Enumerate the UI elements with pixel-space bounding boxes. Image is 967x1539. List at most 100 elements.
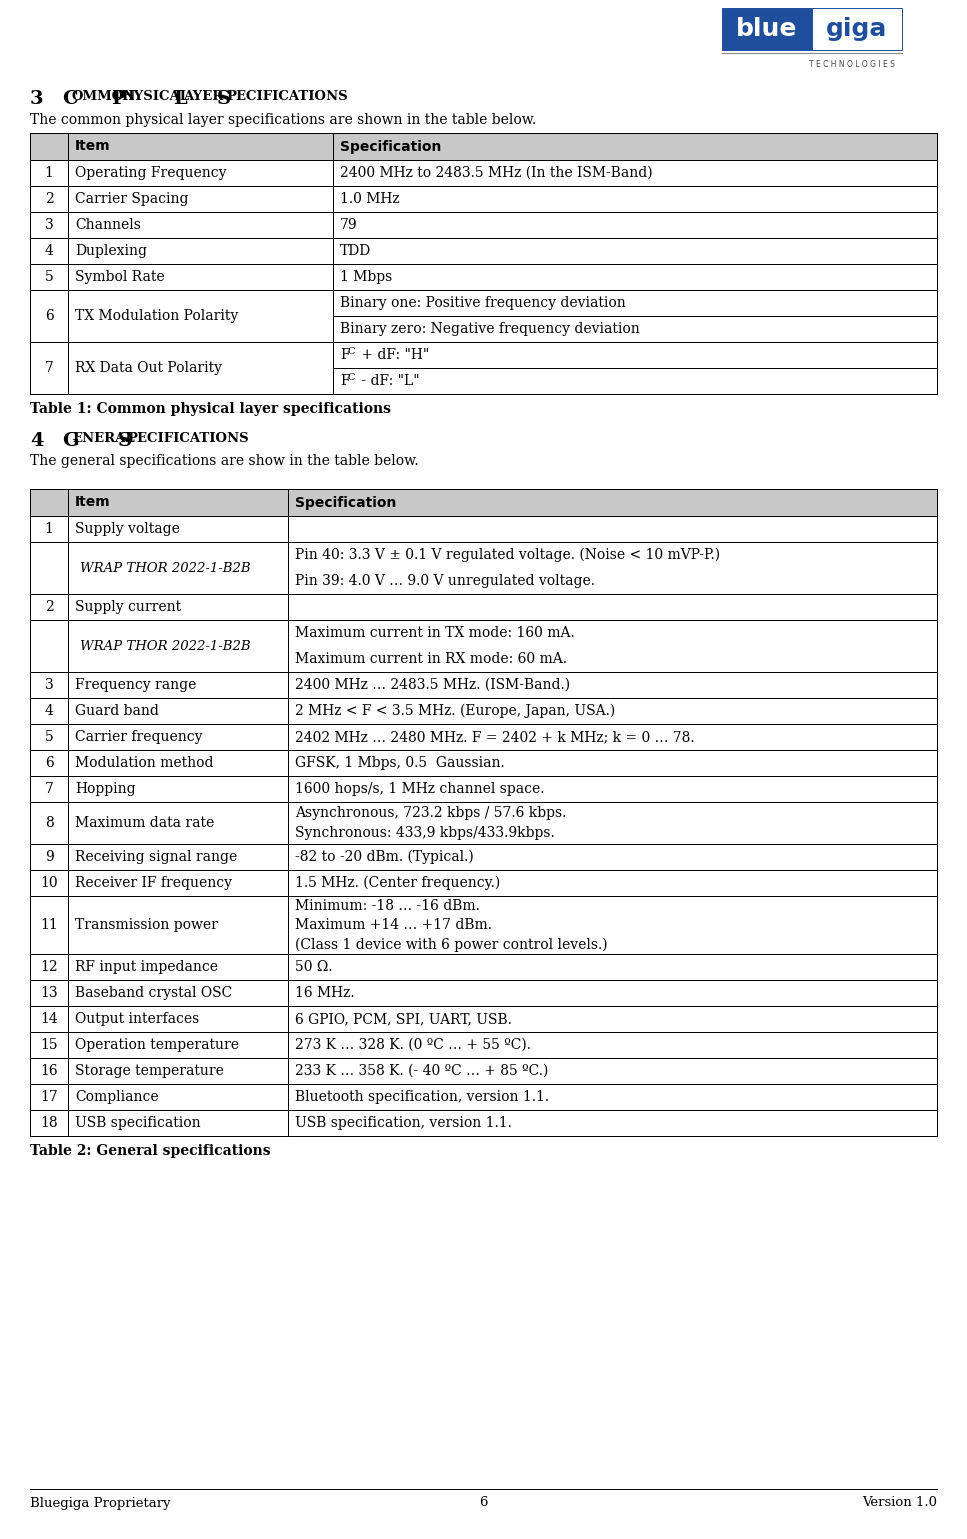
Bar [288,542,937,594]
Text: 50 Ω.: 50 Ω. [295,960,333,974]
Text: P: P [111,89,126,108]
Text: Maximum current in TX mode: 160 mA.: Maximum current in TX mode: 160 mA. [295,626,574,640]
Bar [288,870,937,896]
Text: + dF: "H": + dF: "H" [357,348,429,362]
Text: PECIFICATIONS: PECIFICATIONS [128,432,249,445]
Text: C: C [348,348,356,357]
Text: S: S [217,89,231,108]
Bar [68,342,333,394]
Bar [30,749,68,776]
Text: 18: 18 [41,1116,58,1130]
Text: Supply current: Supply current [75,600,181,614]
Bar [30,289,937,342]
Text: 2: 2 [44,600,53,614]
Text: 17: 17 [40,1090,58,1103]
Text: 1: 1 [44,522,53,536]
Text: OMMON: OMMON [72,89,136,103]
Text: Specification: Specification [295,496,396,509]
Bar [30,1110,937,1136]
Text: Duplexing: Duplexing [75,245,147,259]
Bar [30,954,937,980]
Bar [68,1110,288,1136]
Bar [30,1033,937,1057]
Text: 12: 12 [41,960,58,974]
Text: 6: 6 [44,309,53,323]
Bar [68,186,333,212]
Text: RF input impedance: RF input impedance [75,960,218,974]
Bar [68,516,288,542]
Bar [30,843,68,870]
Text: 10: 10 [41,876,58,890]
Bar [68,594,288,620]
Bar [288,802,937,843]
Bar [288,1007,937,1033]
Text: C: C [348,374,356,383]
Bar [68,980,288,1007]
Text: WRAP THOR 2022-1-B2B: WRAP THOR 2022-1-B2B [80,640,250,653]
Text: TX Modulation Polarity: TX Modulation Polarity [75,309,238,323]
Bar [30,870,68,896]
Text: Hopping: Hopping [75,782,135,796]
Bar [30,186,937,212]
Bar [30,749,937,776]
Bar [333,186,937,212]
Text: Receiving signal range: Receiving signal range [75,850,237,863]
Bar [30,1007,68,1033]
Bar [30,1083,68,1110]
Text: Output interfaces: Output interfaces [75,1013,199,1027]
Text: Carrier frequency: Carrier frequency [75,729,202,743]
Bar [30,1007,937,1033]
Bar [30,699,68,723]
Text: USB specification: USB specification [75,1116,200,1130]
Text: (Class 1 device with 6 power control levels.): (Class 1 device with 6 power control lev… [295,937,607,951]
Text: Pin 39: 4.0 V … 9.0 V unregulated voltage.: Pin 39: 4.0 V … 9.0 V unregulated voltag… [295,574,595,588]
Text: 79: 79 [340,219,358,232]
Text: Operation temperature: Operation temperature [75,1037,239,1053]
Text: Compliance: Compliance [75,1090,159,1103]
Text: 1: 1 [44,166,53,180]
Bar [288,749,937,776]
Text: Supply voltage: Supply voltage [75,522,180,536]
Text: WRAP THOR 2022-1-B2B: WRAP THOR 2022-1-B2B [80,562,250,574]
Bar [30,212,937,239]
Text: Asynchronous, 723.2 kbps / 57.6 kbps.: Asynchronous, 723.2 kbps / 57.6 kbps. [295,805,567,819]
Bar [333,212,937,239]
Text: 2400 MHz … 2483.5 MHz. (ISM-Band.): 2400 MHz … 2483.5 MHz. (ISM-Band.) [295,679,571,693]
Text: giga: giga [827,17,888,42]
Bar [30,870,937,896]
Bar [68,1007,288,1033]
Bar [333,315,937,342]
Bar [30,239,68,265]
Bar [68,160,333,186]
Bar [68,802,288,843]
Text: Bluetooth specification, version 1.1.: Bluetooth specification, version 1.1. [295,1090,549,1103]
Text: Pin 40: 3.3 V ± 0.1 V regulated voltage. (Noise < 10 mVP-P.): Pin 40: 3.3 V ± 0.1 V regulated voltage.… [295,548,720,562]
Text: AYER: AYER [184,89,223,103]
Text: Binary zero: Negative frequency deviation: Binary zero: Negative frequency deviatio… [340,322,640,336]
Bar [30,776,68,802]
Bar [30,673,937,699]
Bar [30,1057,68,1083]
Text: Maximum current in RX mode: 60 mA.: Maximum current in RX mode: 60 mA. [295,653,567,666]
Bar [722,8,812,49]
Text: Modulation method: Modulation method [75,756,214,770]
Text: F: F [340,374,350,388]
Bar [30,896,937,954]
Text: 233 K … 358 K. (- 40 ºC … + 85 ºC.): 233 K … 358 K. (- 40 ºC … + 85 ºC.) [295,1063,548,1077]
Text: L: L [174,89,188,108]
Bar [30,896,68,954]
Text: PECIFICATIONS: PECIFICATIONS [227,89,348,103]
Text: ENERAL: ENERAL [72,432,134,445]
Text: 2 MHz < F < 3.5 MHz. (Europe, Japan, USA.): 2 MHz < F < 3.5 MHz. (Europe, Japan, USA… [295,703,615,719]
Text: 1.0 MHz: 1.0 MHz [340,192,399,206]
Text: 7: 7 [44,362,53,376]
Bar [30,160,937,186]
Bar [68,699,288,723]
Text: 13: 13 [41,986,58,1000]
Text: Version 1.0: Version 1.0 [862,1496,937,1510]
Bar [68,1083,288,1110]
Text: 2: 2 [44,192,53,206]
Bar [288,1083,937,1110]
Text: Minimum: -18 … -16 dBm.: Minimum: -18 … -16 dBm. [295,899,480,913]
Text: -82 to -20 dBm. (Typical.): -82 to -20 dBm. (Typical.) [295,850,474,865]
